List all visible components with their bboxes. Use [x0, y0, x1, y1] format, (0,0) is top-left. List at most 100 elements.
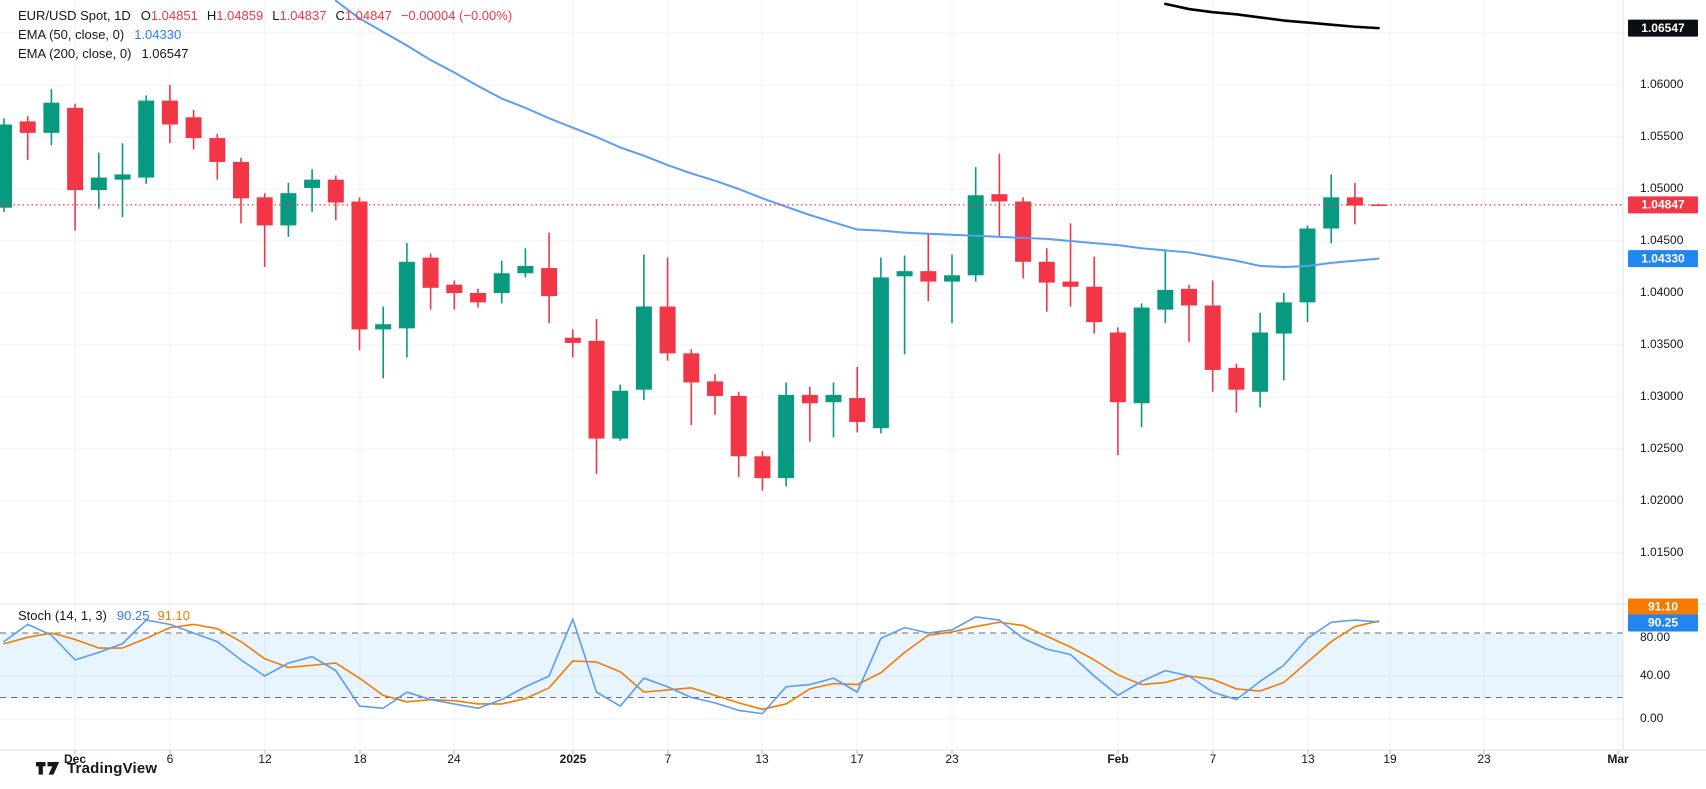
- candle-body: [707, 381, 723, 396]
- candle-body: [872, 277, 889, 429]
- candle-body: [327, 179, 344, 203]
- candle-body: [896, 271, 913, 277]
- stoch-axis-label: 80.00: [1640, 630, 1670, 644]
- price-axis-label: 1.04000: [1640, 285, 1684, 299]
- ohlc-open: O1.04851: [140, 8, 198, 23]
- price-axis-label: 1.05500: [1640, 129, 1684, 143]
- candle-body: [1133, 307, 1150, 404]
- price-badge: [1628, 196, 1698, 214]
- ema50-legend-row[interactable]: EMA (50, close, 0) 1.04330: [18, 25, 512, 44]
- candle-body: [778, 394, 795, 479]
- price-axis-label: 1.05000: [1640, 181, 1684, 195]
- candle-body: [43, 102, 60, 133]
- main-pane-legend: EUR/USD Spot, 1D O1.04851 H1.04859 L1.04…: [18, 6, 512, 63]
- candle-body: [1323, 197, 1340, 229]
- stoch-d-line: [3, 620, 1380, 711]
- price-badge: [1628, 250, 1698, 268]
- time-axis-label: Dec: [64, 752, 86, 766]
- price-badge-text: 1.04330: [1641, 251, 1685, 265]
- candle-body: [541, 268, 558, 297]
- candle-body: [233, 161, 249, 199]
- ema200-line: [1164, 2, 1380, 30]
- candle-body: [1181, 288, 1197, 306]
- candle-body: [138, 100, 155, 178]
- stoch-band: [0, 633, 1623, 698]
- time-axis-label: 24: [447, 752, 461, 766]
- candle-body: [991, 194, 1008, 202]
- time-axis-label: 12: [258, 752, 272, 766]
- candle-body: [470, 293, 486, 303]
- stoch-axis-label: 0.00: [1640, 711, 1664, 725]
- time-axis[interactable]: [0, 750, 1706, 772]
- candle-body: [0, 124, 12, 208]
- time-axis-label: 19: [1383, 752, 1397, 766]
- candle-body: [920, 271, 937, 282]
- candle-body: [375, 324, 392, 330]
- candle-body: [564, 337, 581, 343]
- time-axis-label: 13: [755, 752, 769, 766]
- symbol-legend-row[interactable]: EUR/USD Spot, 1D O1.04851 H1.04859 L1.04…: [18, 6, 512, 25]
- candle-body: [185, 117, 202, 139]
- stoch-d-value: 91.10: [157, 608, 190, 623]
- candle-body: [635, 306, 652, 390]
- ohlc-high: H1.04859: [206, 8, 264, 23]
- candle-body: [683, 353, 700, 383]
- time-axis-label: 18: [353, 752, 367, 766]
- candle-body: [801, 394, 818, 404]
- time-axis-label: 23: [945, 752, 959, 766]
- stoch-badge: [1628, 614, 1698, 632]
- price-badge-text: 1.06547: [1641, 21, 1685, 35]
- candle-body: [493, 273, 510, 293]
- candle-body: [114, 174, 131, 180]
- stoch-badge-text: 91.10: [1648, 600, 1678, 614]
- ema50-label: EMA (50, close, 0): [18, 27, 125, 42]
- time-axis-label: 6: [167, 752, 174, 766]
- stoch-badge-text: 90.25: [1648, 616, 1678, 630]
- candle-body: [754, 456, 771, 479]
- change-value: −0.00004 (−0.00%): [400, 8, 513, 23]
- candle-body: [446, 284, 463, 293]
- candle-body: [256, 197, 273, 226]
- time-axis-label: 7: [665, 752, 672, 766]
- tradingview-logo[interactable]: TradingView: [36, 760, 157, 777]
- time-axis-label: 7: [1210, 752, 1217, 766]
- symbol-title: EUR/USD Spot, 1D: [18, 8, 131, 23]
- candle-body: [1252, 332, 1269, 392]
- candle-body: [1062, 281, 1079, 287]
- stoch-axis-label: 40.00: [1640, 668, 1670, 682]
- candle-body: [659, 306, 676, 354]
- candle-body: [1086, 286, 1103, 323]
- candle-body: [825, 394, 842, 403]
- time-axis-label: Feb: [1107, 752, 1128, 766]
- candle-body: [588, 340, 605, 439]
- candle-body: [612, 390, 629, 439]
- candle-body: [209, 138, 226, 162]
- candle-body: [90, 177, 107, 191]
- stoch-pane-legend: Stoch (14, 1, 3) 90.25 91.10: [18, 606, 190, 625]
- price-axis[interactable]: [1623, 0, 1706, 750]
- candle-body: [849, 398, 866, 422]
- time-axis-label: 17: [850, 752, 864, 766]
- price-axis-label: 1.03500: [1640, 337, 1684, 351]
- stoch-badge: [1628, 598, 1698, 616]
- ema200-legend-row[interactable]: EMA (200, close, 0) 1.06547: [18, 44, 512, 63]
- price-axis-label: 1.02500: [1640, 441, 1684, 455]
- tradingview-icon: [36, 762, 60, 775]
- ohlc-low: L1.04837: [272, 8, 327, 23]
- ema50-line: [334, 0, 1380, 268]
- candle-body: [944, 275, 960, 282]
- candle-body: [161, 100, 178, 125]
- candle-body: [280, 193, 297, 226]
- stoch-legend-row[interactable]: Stoch (14, 1, 3) 90.25 91.10: [18, 606, 190, 625]
- candle-body: [730, 395, 747, 457]
- candle-body: [398, 261, 415, 329]
- price-axis-label: 1.06000: [1640, 77, 1684, 91]
- candle-body: [422, 257, 439, 288]
- price-badge: [1628, 19, 1698, 37]
- candle-body: [351, 201, 368, 330]
- stoch-k-value: 90.25: [116, 608, 150, 623]
- candle-body: [1204, 305, 1221, 370]
